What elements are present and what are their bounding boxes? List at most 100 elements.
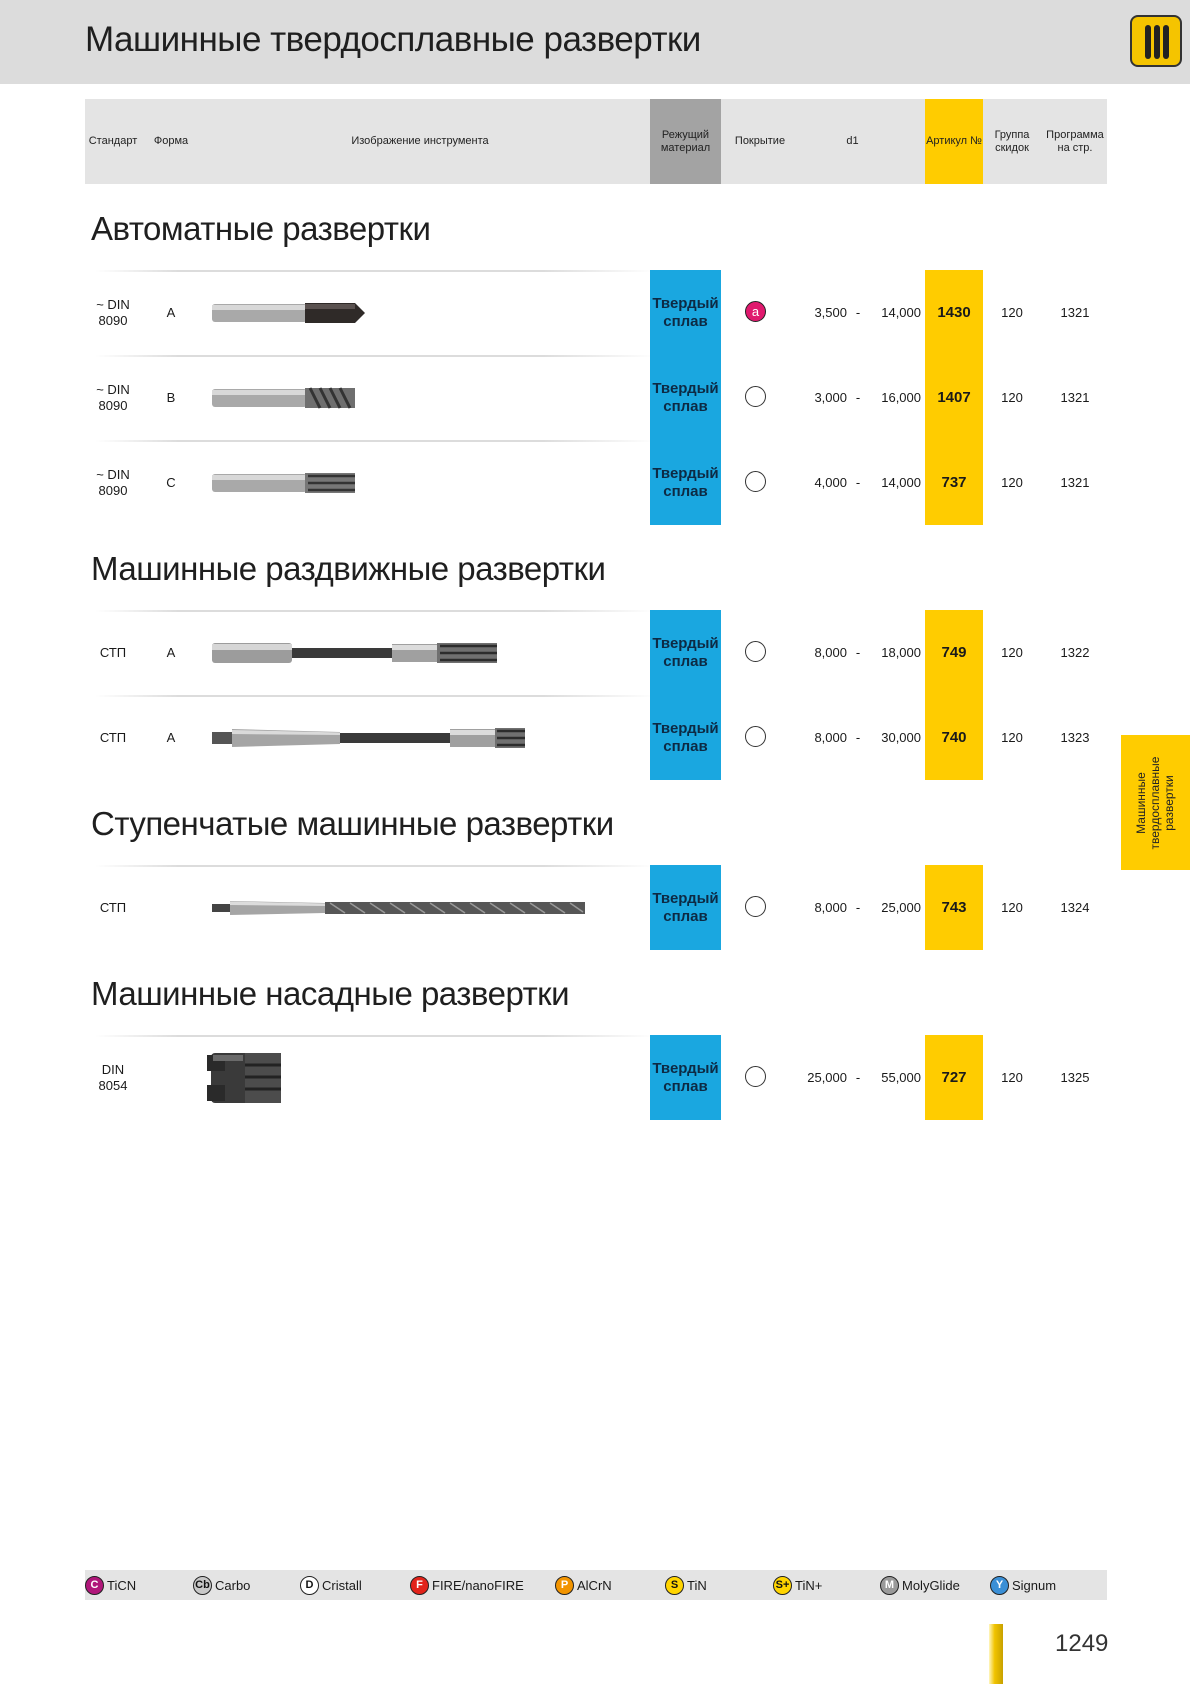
standard-cell: СТП xyxy=(99,899,127,915)
discount-group: 120 xyxy=(1001,474,1023,490)
side-tab-label: Машинные твердосплавные развертки xyxy=(1134,756,1176,850)
material-cell: Твердый сплав xyxy=(650,355,721,440)
chapter-side-tab[interactable]: Машинные твердосплавные развертки xyxy=(1121,735,1190,870)
col-form: Форма xyxy=(153,135,189,147)
legend-item: Cb Carbo xyxy=(193,1574,250,1596)
d1-from: 8,000 xyxy=(814,899,847,915)
table-row[interactable]: ~ DIN 8090 A Твердый сплав a 3,500- 14,000 1430 1… xyxy=(85,270,1107,355)
program-page-link[interactable]: 1321 xyxy=(1060,474,1090,490)
table-header: Стандарт Форма Изображение инструмента Р… xyxy=(85,99,1107,184)
tool-image xyxy=(205,1035,625,1120)
standard-cell: ~ DIN 8090 xyxy=(96,466,130,498)
legend-item: M MolyGlide xyxy=(880,1574,960,1596)
page-marker xyxy=(989,1624,1003,1684)
material-cell: Твердый сплав xyxy=(650,270,721,355)
form-cell: B xyxy=(166,389,176,405)
legend-label: AlCrN xyxy=(577,1577,612,1593)
col-discount-group: Группа скидок xyxy=(994,128,1030,154)
table-row[interactable]: СТП A Твердый сплав 8,000- 18,000 749 120 1322 xyxy=(85,610,1107,695)
form-cell xyxy=(147,1035,195,1120)
d1-from: 8,000 xyxy=(814,644,847,660)
d1-from: 25,000 xyxy=(807,1069,847,1085)
legend-label: TiCN xyxy=(107,1577,137,1593)
legend-item: S TiN xyxy=(665,1574,707,1596)
legend-item: C TiCN xyxy=(85,1574,136,1596)
article-number[interactable]: 1430 xyxy=(925,270,983,355)
section-title: Машинные насадные развертки xyxy=(91,975,570,1012)
d1-to: 18,000 xyxy=(881,644,921,660)
table-row[interactable]: СТП A Твердый сплав 8,000- 30,000 740 120 1323 xyxy=(85,695,1107,780)
coating-icon xyxy=(745,471,766,492)
col-program-page: Программа на стр. xyxy=(1046,128,1104,154)
table-row[interactable]: СТП Твердый сплав 8,000- 25,000 743 120 1324 xyxy=(85,865,1107,950)
program-page-link[interactable]: 1323 xyxy=(1060,729,1090,745)
discount-group: 120 xyxy=(1001,729,1023,745)
coating-symbol-icon: P xyxy=(555,1575,574,1595)
page-title: Машинные твердосплавные развертки xyxy=(85,20,701,59)
article-number[interactable]: 740 xyxy=(925,695,983,780)
legend-label: Cristall xyxy=(322,1577,362,1593)
section-title: Машинные раздвижные развертки xyxy=(91,550,606,587)
coating-icon xyxy=(745,896,766,917)
discount-group: 120 xyxy=(1001,389,1023,405)
d1-dash: - xyxy=(855,899,861,915)
coating-symbol-icon: F xyxy=(410,1575,429,1595)
section-title: Автоматные развертки xyxy=(91,210,431,247)
program-page-link[interactable]: 1324 xyxy=(1060,899,1090,915)
form-cell: C xyxy=(166,474,176,490)
coating-icon: a xyxy=(745,301,766,322)
col-article: Артикул № xyxy=(925,99,983,184)
program-page-link[interactable]: 1321 xyxy=(1060,304,1090,320)
program-page-link[interactable]: 1321 xyxy=(1060,389,1090,405)
coating-symbol-icon: S+ xyxy=(773,1575,792,1595)
material-cell: Твердый сплав xyxy=(650,610,721,695)
coating-icon xyxy=(745,1066,766,1087)
standard-cell: ~ DIN 8090 xyxy=(96,381,130,413)
coating-symbol-icon: S xyxy=(665,1575,684,1595)
row-separator xyxy=(95,610,655,612)
legend-item: F FIRE/nanoFIRE xyxy=(410,1574,524,1596)
program-page-link[interactable]: 1325 xyxy=(1060,1069,1090,1085)
article-number[interactable]: 737 xyxy=(925,440,983,525)
coating-symbol-icon: C xyxy=(85,1575,104,1595)
legend-item: Y Signum xyxy=(990,1574,1056,1596)
material-cell: Твердый сплав xyxy=(650,865,721,950)
d1-from: 3,000 xyxy=(814,389,847,405)
table-row[interactable]: ~ DIN 8090 B Твердый сплав 3,000- 16,000 1407 12… xyxy=(85,355,1107,440)
discount-group: 120 xyxy=(1001,899,1023,915)
coating-symbol-icon: Y xyxy=(990,1575,1009,1595)
form-cell xyxy=(147,865,195,950)
material-cell: Твердый сплав xyxy=(650,1035,721,1120)
discount-group: 120 xyxy=(1001,304,1023,320)
row-separator xyxy=(95,865,655,867)
article-number[interactable]: 1407 xyxy=(925,355,983,440)
article-number[interactable]: 727 xyxy=(925,1035,983,1120)
legend-item: D Cristall xyxy=(300,1574,362,1596)
d1-from: 8,000 xyxy=(814,729,847,745)
section-title: Ступенчатые машинные развертки xyxy=(91,805,614,842)
col-coating: Покрытие xyxy=(734,135,786,147)
d1-dash: - xyxy=(855,729,861,745)
d1-from: 4,000 xyxy=(814,474,847,490)
legend-item: P AlCrN xyxy=(555,1574,612,1596)
row-separator xyxy=(95,270,655,272)
col-standard: Стандарт xyxy=(88,135,138,147)
material-cell: Твердый сплав xyxy=(650,440,721,525)
program-page-link[interactable]: 1322 xyxy=(1060,644,1090,660)
d1-to: 55,000 xyxy=(881,1069,921,1085)
coating-symbol-icon: Cb xyxy=(193,1575,212,1595)
legend-label: FIRE/nanoFIRE xyxy=(432,1577,524,1593)
d1-dash: - xyxy=(855,474,861,490)
table-row[interactable]: ~ DIN 8090 C Твердый сплав 4,000- 14,000 737 120… xyxy=(85,440,1107,525)
col-d1: d1 xyxy=(846,135,859,147)
article-number[interactable]: 743 xyxy=(925,865,983,950)
coating-icon xyxy=(745,641,766,662)
legend-label: Carbo xyxy=(215,1577,251,1593)
article-number[interactable]: 749 xyxy=(925,610,983,695)
d1-dash: - xyxy=(855,1069,861,1085)
d1-to: 14,000 xyxy=(881,304,921,320)
tool-image xyxy=(210,695,630,780)
page-number: 1249 xyxy=(1055,1630,1109,1657)
discount-group: 120 xyxy=(1001,644,1023,660)
table-row[interactable]: DIN 8054 Твердый сплав 25,000- 55,000 727 120 13… xyxy=(85,1035,1107,1120)
